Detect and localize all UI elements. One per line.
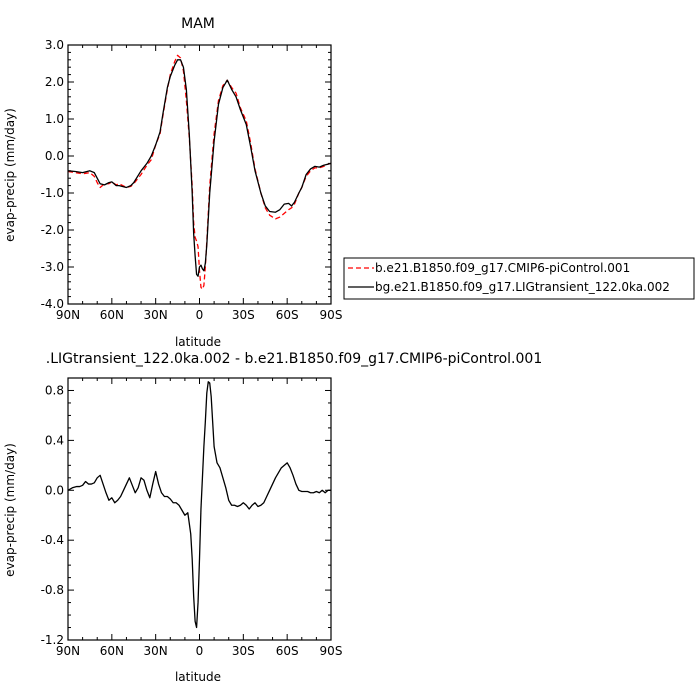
x-tick-label: 30N — [144, 644, 168, 658]
y-tick-label: 0.0 — [45, 149, 64, 163]
series-line-bottom-0 — [67, 381, 331, 629]
panel-top-ylabel: evap-precip (mm/day) — [3, 108, 17, 242]
y-tick-label: 0.4 — [45, 433, 64, 447]
y-tick-label: -1.0 — [41, 186, 64, 200]
x-tick-label: 0 — [196, 644, 204, 658]
panel-bottom-ticks: 90N 60N 30N 0 30S 60S 90S -1.2 -0.8 -0.4 0.0 0.4 0.8 — [41, 377, 343, 658]
y-tick-label: 2.0 — [45, 75, 64, 89]
legend-entry-control: b.e21.B1850.f09_g17.CMIP6-piControl.001 — [375, 261, 630, 275]
y-tick-label: 0.0 — [45, 483, 64, 497]
y-tick-label: 1.0 — [45, 112, 64, 126]
x-tick-label: 30N — [144, 308, 168, 322]
x-tick-label: 60S — [276, 644, 299, 658]
y-tick-label: -3.0 — [41, 260, 64, 274]
panel-top-frame — [67, 44, 332, 305]
x-tick-label: 30S — [232, 644, 255, 658]
panel-top-ticks: 90N 60N 30N 0 30S 60S 90S -4.0 -3.0 -2.0 -1.0 0.0 1.… — [41, 38, 343, 322]
x-tick-label: 90N — [56, 644, 80, 658]
y-tick-label: -0.4 — [41, 533, 64, 547]
x-tick-label: 60S — [276, 308, 299, 322]
legend: b.e21.B1850.f09_g17.CMIP6-piControl.001 … — [343, 257, 695, 300]
panel-bottom-frame — [67, 377, 332, 641]
panel-bottom-title: .LIGtransient_122.0ka.002 - b.e21.B1850.… — [46, 351, 542, 367]
y-tick-label: -4.0 — [41, 297, 64, 311]
series-line-top-0 — [67, 54, 332, 290]
x-tick-label: 90S — [320, 308, 343, 322]
panel-bottom: .LIGtransient_122.0ka.002 - b.e21.B1850.… — [3, 351, 542, 684]
panel-bottom-lines — [67, 381, 331, 629]
x-tick-label: 90N — [56, 308, 80, 322]
y-tick-label: 0.8 — [45, 383, 64, 397]
x-tick-label: 30S — [232, 308, 255, 322]
panel-top-xlabel: latitude — [175, 335, 221, 349]
panel-top: MAM 90N 60N 30N 0 30S 60S 90S -4.0 -3.0 -2.0 -1.0 0… — [3, 16, 342, 349]
x-tick-label: 60N — [100, 308, 124, 322]
legend-box — [343, 257, 695, 300]
y-tick-label: -0.8 — [41, 583, 64, 597]
panel-bottom-ylabel: evap-precip (mm/day) — [3, 443, 17, 577]
legend-entry-ligtransient: bg.e21.B1850.f09_g17.LIGtransient_122.0k… — [375, 280, 670, 294]
y-tick-label: 3.0 — [45, 38, 64, 52]
x-tick-label: 0 — [196, 308, 204, 322]
panel-top-title: MAM — [181, 16, 215, 32]
panel-top-lines — [67, 54, 332, 290]
x-tick-label: 90S — [320, 644, 343, 658]
y-tick-label: -2.0 — [41, 223, 64, 237]
x-tick-label: 60N — [100, 644, 124, 658]
panel-bottom-xlabel: latitude — [175, 670, 221, 684]
series-line-top-1 — [67, 59, 332, 277]
y-tick-label: -1.2 — [41, 633, 64, 647]
